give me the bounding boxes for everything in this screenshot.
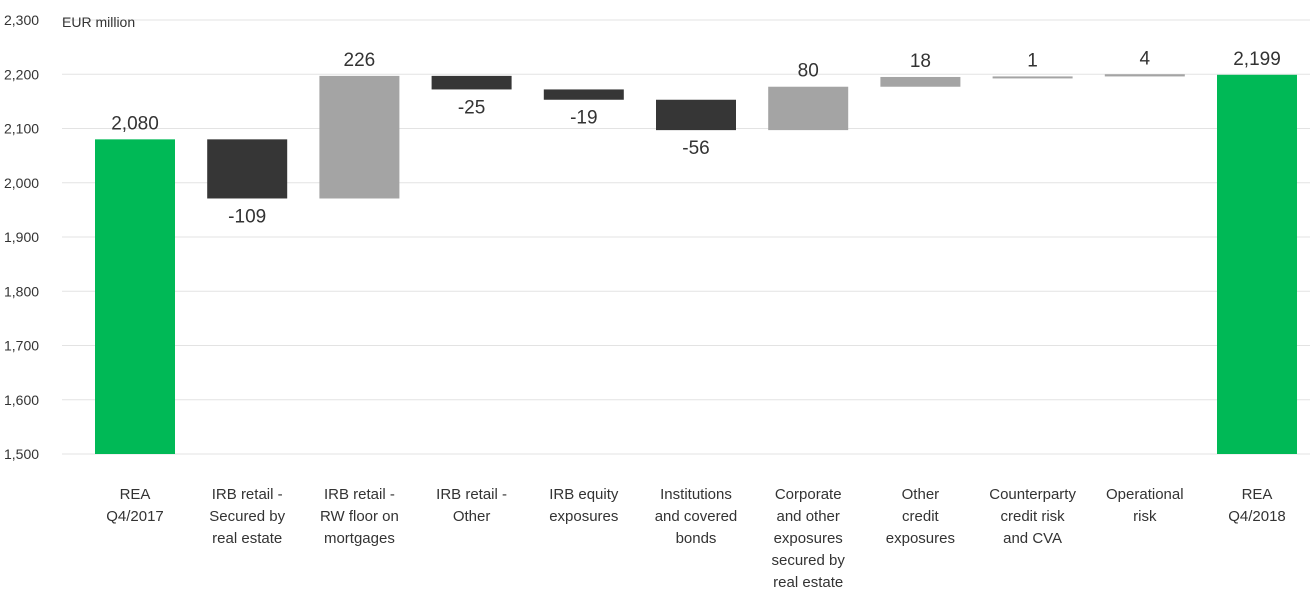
data-label: 226	[344, 50, 376, 71]
data-label: 2,080	[111, 113, 159, 134]
category-label-line: bonds	[676, 530, 717, 547]
bar	[543, 89, 624, 100]
bar	[992, 76, 1073, 79]
y-axis-ticks: 1,500 1,600 1,700 1,800 1,900 2,000 2,100 2,200…	[4, 12, 39, 462]
data-label: 1	[1027, 50, 1038, 71]
category-label-line: RW floor on	[320, 508, 399, 525]
bar	[95, 139, 175, 454]
category-label-line: and CVA	[1003, 530, 1062, 547]
category-label: Corporate and other exposures secured by rea…	[772, 486, 846, 591]
category-label-line: and other	[777, 508, 840, 525]
gridlines	[62, 19, 1310, 455]
category-label-line: real estate	[212, 530, 282, 547]
unit-label: EUR million	[62, 14, 135, 30]
category-label-line: Q4/2017	[106, 508, 164, 525]
category-label-line: Secured by	[209, 508, 285, 525]
y-tick-label: 2,100	[4, 121, 39, 137]
data-label: -56	[682, 138, 709, 159]
data-label: -19	[570, 108, 597, 129]
data-label: -109	[228, 206, 266, 227]
y-tick-label: 2,200	[4, 66, 39, 82]
category-label-line: Other	[453, 508, 491, 525]
category-label-line: Q4/2018	[1228, 508, 1286, 525]
category-label-line: Counterparty	[989, 486, 1076, 503]
y-tick-label: 2,300	[4, 12, 39, 28]
category-label-line: mortgages	[324, 530, 395, 547]
category-label-line: IRB equity	[549, 486, 619, 503]
bar	[207, 139, 288, 199]
category-label-line: exposures	[774, 530, 843, 547]
category-label-line: real estate	[773, 574, 843, 591]
category-label: IRB retail - Other	[436, 486, 507, 525]
y-tick-label: 1,800	[4, 283, 39, 299]
bar	[319, 75, 400, 199]
category-label: IRB retail - Secured by real estate	[209, 486, 285, 547]
data-label: 2,199	[1233, 49, 1281, 70]
bars	[95, 74, 1297, 454]
category-label-line: Operational	[1106, 486, 1184, 503]
category-label: REA Q4/2018	[1228, 486, 1286, 525]
category-label: REA Q4/2017	[106, 486, 164, 525]
category-label-line: IRB retail -	[212, 486, 283, 503]
y-tick-label: 2,000	[4, 175, 39, 191]
data-labels: 2,080 -109 226 -25 -19 -56 80 18 1 4 2,199	[111, 48, 1281, 227]
bar	[1217, 74, 1297, 454]
category-label-line: exposures	[549, 508, 618, 525]
y-tick-label: 1,700	[4, 338, 39, 354]
category-label-line: IRB retail -	[436, 486, 507, 503]
y-tick-label: 1,500	[4, 446, 39, 462]
bar	[431, 75, 512, 90]
category-label: Other credit exposures	[886, 486, 955, 547]
data-label: 80	[798, 61, 819, 82]
category-label: IRB equity exposures	[549, 486, 619, 525]
y-tick-label: 1,600	[4, 392, 39, 408]
category-label-line: Corporate	[775, 486, 842, 503]
data-label: 18	[910, 51, 931, 72]
category-label-line: credit	[902, 508, 940, 525]
y-tick-label: 1,900	[4, 229, 39, 245]
category-label-line: REA	[120, 486, 151, 503]
category-label-line: IRB retail -	[324, 486, 395, 503]
category-label-line: secured by	[772, 552, 846, 569]
category-label-line: Institutions	[660, 486, 732, 503]
category-label: Institutions and covered bonds	[655, 486, 738, 547]
data-label: -25	[458, 97, 485, 118]
category-label-line: REA	[1242, 486, 1273, 503]
category-label: Counterparty credit risk and CVA	[989, 486, 1076, 547]
bar	[1104, 74, 1185, 77]
category-label-line: credit risk	[1001, 508, 1066, 525]
bar	[656, 99, 736, 131]
category-label: Operational risk	[1106, 486, 1184, 525]
category-label-line: exposures	[886, 530, 955, 547]
category-labels: REA Q4/2017 IRB retail - Secured by real est…	[106, 486, 1286, 591]
bar	[768, 86, 849, 131]
category-label-line: Other	[902, 486, 940, 503]
category-label: IRB retail - RW floor on mortgages	[320, 486, 399, 547]
data-label: 4	[1140, 48, 1151, 69]
bar	[880, 76, 961, 87]
category-label-line: risk	[1133, 508, 1157, 525]
category-label-line: and covered	[655, 508, 738, 525]
